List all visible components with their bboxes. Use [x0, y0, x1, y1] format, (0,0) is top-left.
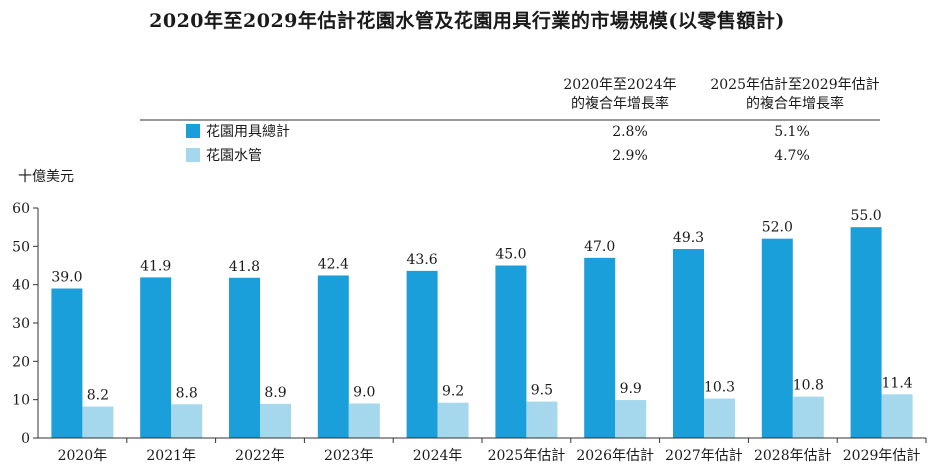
cagr-header-1-line-2: 的複合年增長率 [571, 95, 669, 112]
bar-2-6 [526, 401, 558, 438]
bar-1-1 [51, 288, 83, 438]
bar-1-7 [584, 257, 616, 438]
cagr-header-2-line-1: 2025年估計至2029年估計 [710, 77, 879, 93]
bar-group-6: 45.0 9.5 [495, 247, 558, 438]
bar-value-label-2-10: 11.4 [882, 375, 913, 391]
bar-2-9 [792, 396, 824, 438]
x-axis: 2020年 2021年 2022年 2023年 2024年 2025年估計 2026年估計 2… [38, 437, 927, 464]
x-tick-label-9: 2028年估計 [754, 448, 832, 464]
y-tick-label-50: 50 [12, 239, 30, 255]
x-tick-label-3: 2022年 [235, 448, 285, 464]
x-tick-label-5: 2024年 [413, 448, 463, 464]
bar-2-4 [348, 403, 380, 438]
bar-value-label-2-1: 8.2 [87, 388, 109, 404]
bar-value-label-1-8: 49.3 [673, 230, 704, 246]
cagr-value-2-2: 4.7% [774, 148, 810, 164]
legend: 2020年至2024年的複合年增長率2025年估計至2029年估計的複合年增長率… [140, 77, 880, 164]
bar-value-label-2-3: 8.9 [264, 385, 286, 401]
bar-2-1 [82, 406, 114, 438]
cagr-value-1-1: 2.8% [612, 124, 648, 140]
bar-group-5: 43.6 9.2 [407, 252, 469, 438]
bar-group-8: 49.3 10.3 [673, 230, 735, 438]
bar-value-label-1-9: 52.0 [762, 220, 793, 236]
bar-1-6 [495, 265, 527, 438]
bar-2-7 [615, 400, 647, 438]
bar-1-3 [229, 277, 260, 438]
legend-label-2: 花園水管 [206, 148, 262, 164]
bar-value-label-2-5: 9.2 [442, 384, 464, 400]
bar-value-label-2-6: 9.5 [531, 383, 553, 399]
bars: 39.0 8.2 41.9 8.8 41.8 8.9 42.4 9.0 43.6 9.2 45.0 9… [51, 208, 913, 438]
bar-value-label-1-1: 39.0 [51, 270, 82, 286]
y-axis-label: 十億美元 [18, 169, 74, 185]
bar-value-label-1-10: 55.0 [851, 208, 882, 224]
bar-group-2: 41.9 8.8 [140, 258, 203, 438]
y-tick-label-60: 60 [12, 201, 30, 217]
bar-value-label-2-9: 10.8 [793, 378, 824, 394]
bar-1-2 [140, 277, 172, 438]
bar-group-4: 42.4 9.0 [318, 256, 380, 438]
bar-group-9: 52.0 10.8 [762, 220, 824, 438]
y-tick-label-40: 40 [12, 278, 30, 294]
bar-value-label-2-8: 10.3 [704, 380, 735, 396]
x-tick-label-4: 2023年 [324, 448, 374, 464]
bar-value-label-1-3: 41.8 [229, 259, 260, 275]
bar-group-1: 39.0 8.2 [51, 270, 114, 438]
y-tick-label-30: 30 [12, 316, 30, 332]
bar-value-label-1-7: 47.0 [584, 239, 615, 255]
bar-value-label-1-2: 41.9 [140, 258, 171, 274]
bar-group-7: 47.0 9.9 [584, 239, 647, 438]
y-tick-label-20: 20 [12, 354, 30, 370]
bar-2-10 [881, 394, 913, 438]
y-tick-label-10: 10 [12, 393, 30, 409]
bar-value-label-2-7: 9.9 [620, 381, 642, 397]
x-tick-label-6: 2025年估計 [488, 448, 566, 464]
legend-swatch-1 [186, 124, 200, 138]
bar-1-8 [673, 249, 704, 438]
bar-value-label-2-4: 9.0 [353, 385, 375, 401]
bar-value-label-1-5: 43.6 [407, 252, 438, 268]
y-tick-label-0: 0 [21, 431, 30, 447]
bar-value-label-1-4: 42.4 [318, 256, 349, 272]
cagr-value-2-1: 2.9% [612, 148, 648, 164]
y-axis: 十億美元 0 10 20 30 40 50 60 [12, 169, 74, 447]
bar-group-3: 41.8 8.9 [229, 259, 291, 438]
cagr-header-2-line-2: 的複合年增長率 [746, 95, 844, 112]
chart-title: 2020年至2029年估計花園水管及花園用具行業的市場規模(以零售額計) [149, 10, 785, 32]
cagr-value-1-2: 5.1% [774, 124, 810, 140]
cagr-header-1-line-1: 2020年至2024年 [563, 77, 676, 93]
bar-2-8 [704, 398, 735, 438]
bar-group-10: 55.0 11.4 [851, 208, 913, 438]
legend-swatch-2 [186, 148, 200, 162]
bar-1-4 [317, 275, 349, 438]
x-tick-label-10: 2029年估計 [843, 448, 921, 464]
bar-2-3 [260, 403, 291, 438]
bar-1-9 [761, 238, 793, 438]
bar-1-10 [850, 227, 882, 438]
bar-2-2 [171, 404, 203, 438]
x-tick-label-8: 2027年估計 [665, 448, 743, 464]
legend-label-1: 花園用具總計 [206, 123, 290, 140]
bar-1-5 [406, 270, 438, 438]
bar-value-label-1-6: 45.0 [495, 247, 526, 263]
bar-value-label-2-2: 8.8 [176, 385, 198, 401]
x-tick-label-2: 2021年 [146, 448, 196, 464]
x-tick-label-7: 2026年估計 [576, 448, 654, 464]
bar-2-5 [437, 402, 469, 438]
x-tick-label-1: 2020年 [58, 448, 108, 464]
